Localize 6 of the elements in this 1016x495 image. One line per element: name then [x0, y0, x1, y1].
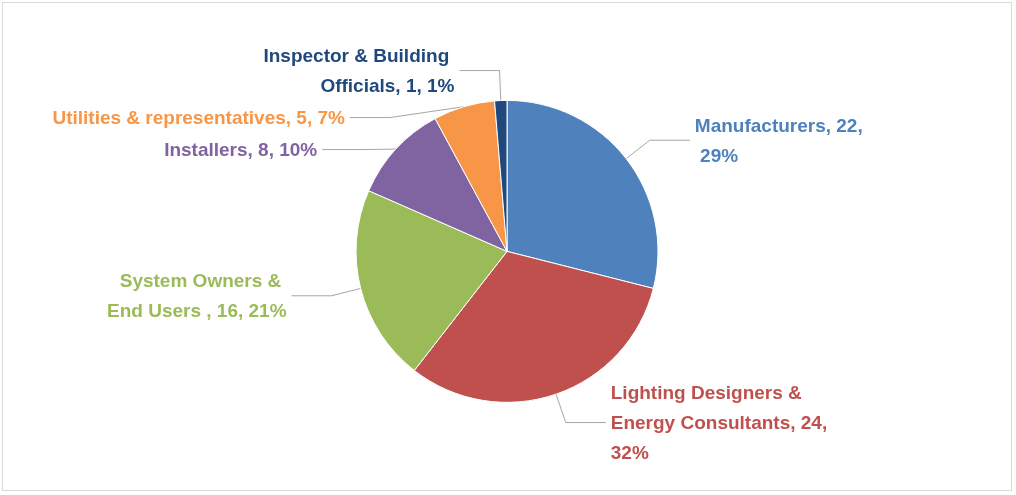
slice-label: Manufacturers, 22, 29% [694, 114, 863, 166]
slice-label: System Owners & End Users , 16, 21% [107, 270, 287, 322]
slice-label: Lighting Designers & Energy Consultants, 24, 32% [610, 382, 833, 464]
slice-label: Installers, 8, 10% [164, 139, 318, 161]
slice-label: Utilities & representatives, 5, 7% [52, 107, 346, 129]
slice-label: Inspector & Building Officials, 1, 1% [263, 45, 455, 97]
